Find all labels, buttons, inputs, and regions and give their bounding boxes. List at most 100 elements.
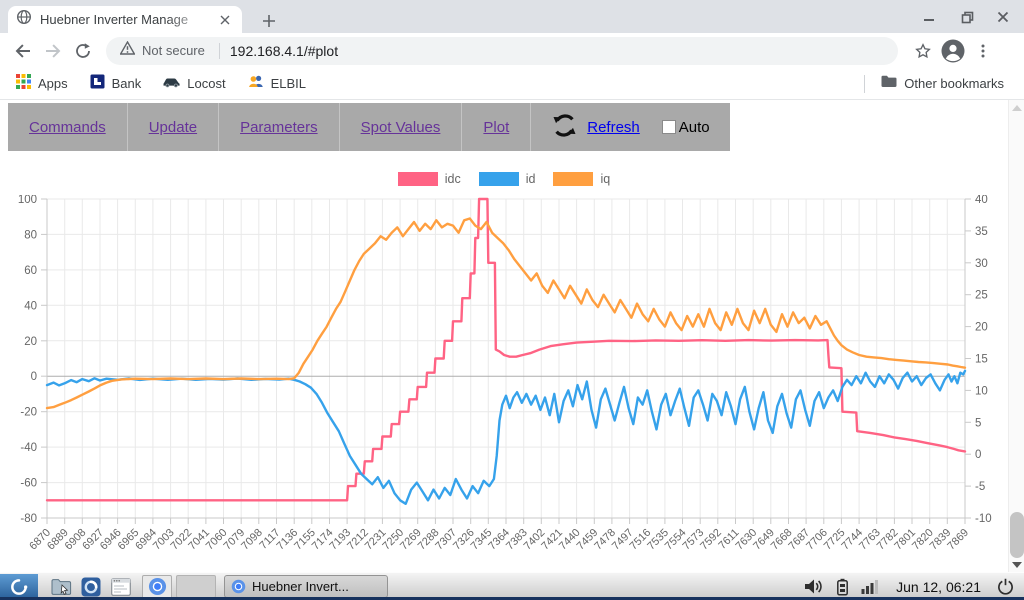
security-label[interactable]: Not secure xyxy=(142,43,205,58)
omnibox-divider xyxy=(218,42,220,59)
profile-avatar[interactable] xyxy=(938,36,968,66)
page-scrollbar[interactable] xyxy=(1008,100,1024,572)
chromium-icon xyxy=(231,579,246,594)
system-tray: Jun 12, 06:21 xyxy=(798,578,1024,596)
legend-swatch xyxy=(553,172,594,186)
bank-favicon-icon xyxy=(90,74,105,94)
nav-item-commands[interactable]: Commands xyxy=(8,103,128,151)
new-tab-button[interactable] xyxy=(256,8,282,34)
address-bar[interactable]: Not secure 192.168.4.1/#plot xyxy=(106,36,898,65)
chromium-launcher[interactable] xyxy=(142,574,172,599)
window-close-button[interactable] xyxy=(986,6,1020,28)
nav-item-update[interactable]: Update xyxy=(128,103,220,151)
tab-close-icon[interactable] xyxy=(216,11,234,29)
active-window-button[interactable]: Huebner Invert... xyxy=(224,575,388,598)
bookmark-locost[interactable]: Locost xyxy=(157,72,231,96)
y-left-tick-label: 100 xyxy=(18,195,37,206)
bookmark-label: Bank xyxy=(111,76,142,91)
forward-button[interactable] xyxy=(38,36,68,66)
nav-link[interactable]: Spot Values xyxy=(360,118,441,136)
volume-icon[interactable] xyxy=(804,578,824,595)
nav-item-spot-values[interactable]: Spot Values xyxy=(340,103,463,151)
app-launcher-swirl[interactable] xyxy=(76,575,106,599)
bookmark-label: Locost xyxy=(187,76,226,91)
auto-label: Auto xyxy=(678,118,710,136)
refresh-section: Refresh Auto xyxy=(531,103,729,151)
people-favicon-icon xyxy=(248,74,264,93)
y-left-tick-label: 0 xyxy=(31,371,37,383)
editor-window-icon xyxy=(111,577,131,596)
legend-swatch xyxy=(397,172,438,186)
auto-checkbox[interactable] xyxy=(661,120,676,134)
y-right-tick-label: 40 xyxy=(975,195,988,206)
y-right-tick-label: 25 xyxy=(975,290,988,302)
y-right-tick-label: -10 xyxy=(975,513,992,525)
bookmark-apps[interactable]: Apps xyxy=(10,71,74,97)
browser-tab[interactable]: Huebner Inverter Manage xyxy=(8,6,242,33)
legend-item-id[interactable]: id xyxy=(478,172,536,186)
series-idc xyxy=(45,197,967,502)
text-editor-launcher[interactable] xyxy=(106,575,136,599)
refresh-link[interactable]: Refresh xyxy=(587,118,640,136)
url-text[interactable]: 192.168.4.1/#plot xyxy=(229,42,339,59)
empty-task-slot[interactable] xyxy=(176,575,216,598)
browser-toolbar: Not secure 192.168.4.1/#plot xyxy=(0,33,1024,68)
y-left-tick-label: -60 xyxy=(20,478,37,490)
file-manager-launcher[interactable] xyxy=(46,575,76,599)
start-menu-button[interactable] xyxy=(0,574,38,599)
bookmarks-bar: Apps Bank Locost ELBIL Other bookm xyxy=(0,68,1024,100)
legend-label: idc xyxy=(444,172,461,186)
y-right-tick-label: 5 xyxy=(975,417,981,429)
series-iq xyxy=(45,217,967,410)
nav-link[interactable]: Commands xyxy=(29,118,106,136)
nav-link[interactable]: Parameters xyxy=(240,118,318,136)
y-left-tick-label: 80 xyxy=(24,229,37,241)
y-left-tick-label: 60 xyxy=(24,265,37,277)
nav-item-plot[interactable]: Plot xyxy=(462,103,532,151)
reload-button[interactable] xyxy=(68,36,98,66)
power-icon[interactable] xyxy=(997,578,1014,595)
legend-item-idc[interactable]: idc xyxy=(397,172,461,186)
scrollbar-up-icon[interactable] xyxy=(1012,105,1022,111)
file-manager-icon xyxy=(51,578,71,595)
window-button-label: Huebner Invert... xyxy=(252,579,349,594)
swirl-app-icon xyxy=(81,577,101,596)
refresh-icon[interactable] xyxy=(551,112,578,143)
nav-link[interactable]: Plot xyxy=(483,118,510,136)
browser-menu-icon[interactable] xyxy=(968,36,998,66)
nav-link[interactable]: Update xyxy=(148,118,198,136)
y-left-tick-label: 40 xyxy=(24,300,37,312)
not-secure-warning-icon xyxy=(119,40,136,60)
lubuntu-logo-icon xyxy=(11,578,28,595)
y-right-tick-label: 10 xyxy=(975,385,988,397)
bookmark-label: Apps xyxy=(38,76,68,91)
bookmarks-divider xyxy=(864,74,866,93)
tab-title: Huebner Inverter Manage xyxy=(40,12,189,27)
chromium-icon xyxy=(148,577,166,596)
bookmark-label: ELBIL xyxy=(270,76,307,91)
window-restore-button[interactable] xyxy=(950,6,984,28)
nav-item-parameters[interactable]: Parameters xyxy=(219,103,340,151)
scrollbar-down-icon[interactable] xyxy=(1012,562,1022,568)
y-right-tick-label: 20 xyxy=(975,322,988,334)
network-signal-icon[interactable] xyxy=(861,579,880,594)
other-bookmarks-button[interactable]: Other bookmarks xyxy=(875,72,1010,96)
other-bookmarks-label: Other bookmarks xyxy=(904,76,1004,91)
bookmark-elbil[interactable]: ELBIL xyxy=(242,71,312,96)
bookmark-star-icon[interactable] xyxy=(908,36,938,66)
bookmark-bank[interactable]: Bank xyxy=(84,71,148,97)
back-button[interactable] xyxy=(8,36,38,66)
y-left-tick-label: -80 xyxy=(20,513,37,525)
window-minimize-button[interactable] xyxy=(912,6,946,28)
legend-item-iq[interactable]: iq xyxy=(553,172,610,186)
legend-label: id xyxy=(525,172,536,186)
y-left-tick-label: 20 xyxy=(24,336,37,348)
folder-icon xyxy=(881,75,897,93)
scrollbar-thumb[interactable] xyxy=(1010,512,1024,558)
web-page: Commands Update Parameters Spot Values Plot … xyxy=(0,100,1024,572)
taskbar-clock[interactable]: Jun 12, 06:21 xyxy=(896,578,981,595)
x-tick-label: 7869 xyxy=(945,527,971,553)
apps-grid-icon xyxy=(16,73,31,94)
y-right-tick-label: 35 xyxy=(975,226,988,238)
battery-icon[interactable] xyxy=(836,578,849,596)
